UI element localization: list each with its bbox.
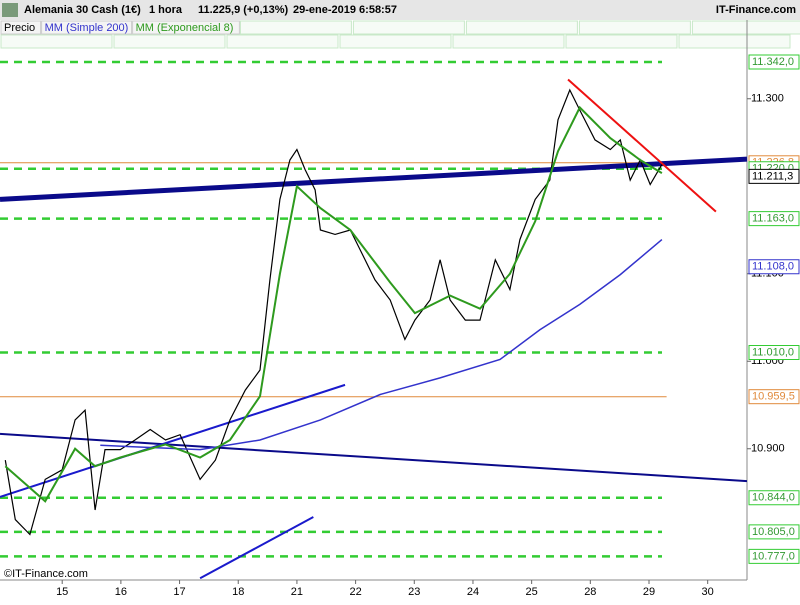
level-label-box <box>748 524 800 540</box>
trend-line <box>0 432 747 483</box>
legend-box <box>132 20 240 35</box>
level-label: 11.163,0 <box>752 213 794 225</box>
brand: IT-Finance.com <box>716 4 796 16</box>
x-tick-label: 22 <box>349 586 361 598</box>
legend: Precio MM (Simple 200) MM (Exponencial 8) <box>0 20 800 49</box>
legend-box <box>0 20 42 35</box>
legend-box <box>113 34 226 49</box>
y-tick-label: 10.900 <box>751 443 785 455</box>
level-label: 11.108,0 <box>752 261 794 273</box>
legend-label: MM (Simple 200) <box>45 22 129 34</box>
level-label: 10.959,5 <box>752 391 795 403</box>
legend-box <box>226 34 339 49</box>
plot-area <box>0 60 747 580</box>
trend-line <box>0 156 747 202</box>
legend-box <box>678 34 791 49</box>
interval: 1 hora <box>149 4 183 16</box>
level-label-box <box>748 168 800 184</box>
trend-line <box>567 78 717 213</box>
chart-icon <box>2 3 18 17</box>
legend-box <box>0 34 113 49</box>
header-bar <box>0 0 800 20</box>
level-label-box <box>748 211 800 227</box>
x-tick-label: 16 <box>115 586 127 598</box>
level-label-box <box>748 490 800 506</box>
x-tick-label: 25 <box>526 586 538 598</box>
x-tick-label: 23 <box>408 586 420 598</box>
chart-title: Alemania 30 Cash (1€) <box>24 4 141 16</box>
series-line <box>4 88 663 536</box>
x-tick-label: 18 <box>232 586 244 598</box>
legend-box <box>41 20 133 35</box>
level-label-box <box>748 259 800 275</box>
x-tick-label: 28 <box>584 586 596 598</box>
legend-box <box>452 34 565 49</box>
trend-line <box>199 516 314 580</box>
level-label: 11.342,0 <box>752 56 794 68</box>
level-label: 11.211,3 <box>752 170 793 182</box>
legend-box <box>465 20 578 35</box>
legend-box <box>565 34 678 49</box>
x-tick-label: 30 <box>702 586 714 598</box>
x-tick-label: 17 <box>173 586 185 598</box>
legend-label: Precio <box>4 22 35 34</box>
x-tick-label: 29 <box>643 586 655 598</box>
legend-box <box>352 20 465 35</box>
x-tick-label: 21 <box>291 586 303 598</box>
datetime: 29-ene-2019 6:58:57 <box>293 4 397 16</box>
level-label: 11.010,0 <box>752 346 794 358</box>
legend-box <box>339 34 452 49</box>
level-label-box <box>748 548 800 564</box>
x-tick-label: 15 <box>56 586 68 598</box>
level-label-box <box>748 54 800 70</box>
watermark: ©IT-Finance.com <box>4 568 88 580</box>
series-line <box>100 239 663 451</box>
legend-box <box>239 20 352 35</box>
legend-label: MM (Exponencial 8) <box>136 22 234 34</box>
series-line <box>4 105 663 503</box>
level-label: 10.844,0 <box>752 492 795 504</box>
level-label: 10.805,0 <box>752 526 795 538</box>
legend-box <box>691 20 800 35</box>
level-label-box <box>748 389 800 405</box>
level-label: 10.777,0 <box>752 550 795 562</box>
last-price: 11.225,9 (+0,13%) <box>198 4 289 16</box>
x-tick-label: 24 <box>467 586 479 598</box>
level-label-box <box>748 345 800 360</box>
legend-box <box>578 20 691 35</box>
y-tick-label: 11.300 <box>751 93 784 105</box>
